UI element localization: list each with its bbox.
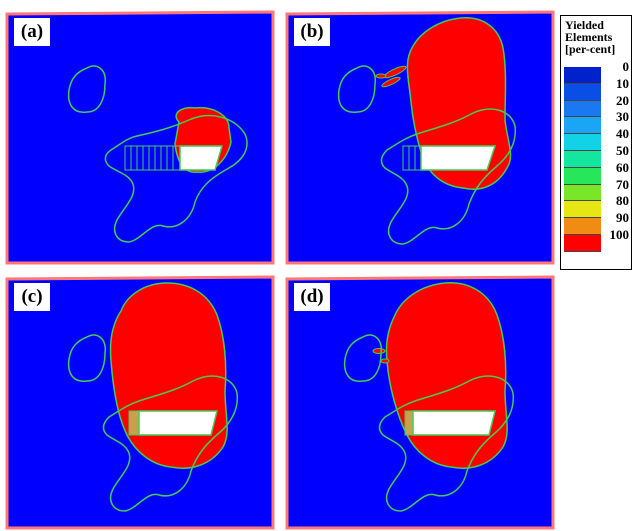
legend-tick-label: 50 xyxy=(616,143,629,158)
panel-b: (b) xyxy=(285,10,557,265)
geological-contour-2 xyxy=(380,108,517,245)
legend-title-line: Elements xyxy=(565,30,613,44)
panel-c: (c) xyxy=(5,275,277,530)
legend-swatch xyxy=(564,67,601,84)
panel-label: (c) xyxy=(14,283,50,311)
legend-title-line: [per-cent] xyxy=(565,42,616,56)
legend-color-bar xyxy=(564,67,601,252)
legend-swatch xyxy=(564,167,601,185)
legend-swatch xyxy=(564,184,601,202)
legend-swatch xyxy=(564,100,601,118)
excavation-stage-lines xyxy=(408,146,416,170)
cavern-opening xyxy=(420,145,497,171)
geological-contour-1 xyxy=(337,65,376,113)
legend-title: Yielded Elements [per-cent] xyxy=(565,19,615,55)
geological-contour-2 xyxy=(378,375,515,512)
legend-tick-label: 100 xyxy=(609,227,630,242)
legend-tick-label: 20 xyxy=(616,92,629,108)
legend-swatch xyxy=(564,83,601,101)
cavern-opening xyxy=(412,410,496,436)
legend-tick-label: 70 xyxy=(616,176,629,192)
legend-tick-label: 80 xyxy=(616,193,629,209)
geological-contour-2 xyxy=(102,375,239,512)
excavation-stages xyxy=(404,410,414,436)
panel-a: (a) xyxy=(5,10,277,265)
panel-b-plot xyxy=(285,10,555,265)
legend-swatch xyxy=(564,218,601,235)
color-legend: Yielded Elements [per-cent] 0 10 20 30 40 50 6… xyxy=(560,15,632,270)
model-domain xyxy=(5,10,275,265)
legend-swatch xyxy=(564,234,601,252)
geological-contour-1 xyxy=(67,65,106,113)
panel-label: (b) xyxy=(294,18,330,46)
panel-c-plot xyxy=(5,275,275,530)
legend-tick-label: 60 xyxy=(616,159,629,175)
yield-fragments xyxy=(375,65,407,88)
geological-contour-1 xyxy=(67,334,106,382)
excavation-stages xyxy=(128,410,140,436)
legend-swatch xyxy=(564,134,601,151)
legend-title-line: Yielded xyxy=(565,18,604,32)
geological-contour-2 xyxy=(104,114,248,243)
legend-tick-label: 10 xyxy=(616,75,629,91)
legend-tick-label: 90 xyxy=(616,210,629,226)
panel-d-plot xyxy=(285,275,555,530)
legend-tick-label: 40 xyxy=(616,126,629,142)
cavern-opening xyxy=(138,410,218,436)
legend-swatch xyxy=(564,117,601,135)
legend-tick-label: 0 xyxy=(622,59,630,74)
panel-label: (d) xyxy=(294,283,330,311)
cavern-opening xyxy=(179,145,223,171)
panel-label: (a) xyxy=(14,18,50,46)
legend-swatch xyxy=(564,201,601,219)
legend-tick-label: 30 xyxy=(616,109,629,125)
geological-contour-1 xyxy=(343,334,382,382)
panel-d: (d) xyxy=(285,275,557,530)
excavation-stage-lines xyxy=(130,146,174,170)
legend-swatch xyxy=(564,150,601,168)
panel-a-plot xyxy=(5,10,275,265)
